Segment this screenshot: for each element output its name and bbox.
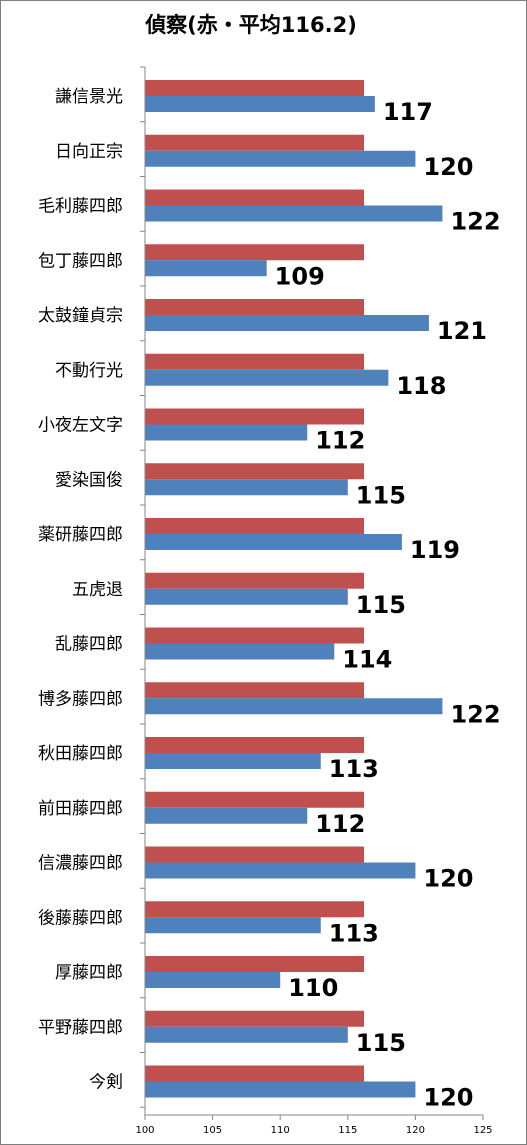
data-label: 117 [383,98,433,126]
bar-blue [145,1081,416,1098]
category-label: 乱藤四郎 [55,635,123,655]
bar-red [145,1010,365,1027]
category-label: 厚藤四郎 [55,963,123,983]
bar-red [145,299,365,315]
bar-blue [145,479,348,496]
data-label: 113 [329,755,379,783]
bar-blue [145,807,308,824]
bar-blue [145,1026,348,1043]
x-tick-label: 125 [473,1125,492,1136]
category-label: 信濃藤四郎 [38,854,123,874]
category-label: 五虎退 [72,580,123,600]
bar-blue [145,753,321,769]
data-label: 115 [356,481,406,509]
data-label: 113 [329,919,379,947]
category-label: 日向正宗 [55,142,123,162]
data-label: 115 [356,591,406,619]
bar-red [145,80,365,96]
bar-red [145,901,365,918]
bar-blue [145,205,443,222]
chart-title: 偵察(赤・平均116.2) [145,13,357,37]
category-label: 後藤藤四郎 [38,908,123,928]
category-label: 謙信景光 [55,87,123,107]
x-tick-label: 110 [271,1125,290,1136]
data-label: 121 [437,317,487,345]
bar-red [145,791,365,808]
bar-blue [145,315,429,331]
data-label: 112 [315,810,365,838]
data-label: 122 [450,700,500,728]
data-label: 110 [288,974,338,1002]
bar-blue [145,917,321,934]
category-label: 博多藤四郎 [38,689,123,709]
bar-blue [145,972,281,988]
bar-red [145,627,365,644]
data-label: 119 [410,536,460,564]
bar-red [145,134,365,151]
data-label: 120 [423,865,473,893]
bar-red [145,353,365,370]
bar-blue [145,698,443,715]
bar-red [145,956,365,972]
data-label: 114 [342,646,392,674]
category-label: 薬研藤四郎 [38,525,123,545]
bar-blue [145,96,375,112]
data-label: 118 [396,372,446,400]
bar-blue [145,643,335,660]
data-label: 109 [275,262,325,290]
bar-red [145,846,365,863]
bar-blue [145,534,402,550]
bar-blue [145,588,348,605]
category-label: 愛染国俊 [55,470,123,490]
bar-red [145,463,365,480]
category-label: 秋田藤四郎 [38,744,123,764]
data-label: 122 [450,208,500,236]
bar-blue [145,369,389,386]
category-label: 包丁藤四郎 [38,251,123,271]
x-tick-label: 105 [203,1125,222,1136]
bar-red [145,408,365,425]
data-label: 112 [315,427,365,455]
category-label: 不動行光 [55,361,123,381]
category-label: 小夜左文字 [38,416,123,436]
x-tick-label: 115 [338,1125,357,1136]
bar-blue [145,150,416,167]
bar-red [145,737,365,753]
category-label: 今剣 [89,1073,123,1093]
category-label: 太鼓鐘貞宗 [38,306,123,326]
data-label: 120 [423,1084,473,1112]
bar-red [145,518,365,534]
bar-red [145,189,365,206]
category-label: 毛利藤四郎 [38,197,123,217]
bar-red [145,682,365,699]
data-label: 115 [356,1029,406,1057]
x-tick-label: 100 [135,1125,154,1136]
bar-blue [145,260,267,277]
x-tick-label: 120 [406,1125,425,1136]
bar-red [145,572,365,589]
category-label: 平野藤四郎 [38,1018,123,1038]
bar-red [145,244,365,261]
data-label: 120 [423,153,473,181]
bar-red [145,1065,365,1082]
category-label: 前田藤四郎 [38,799,123,819]
bar-blue [145,862,416,879]
bar-blue [145,424,308,441]
